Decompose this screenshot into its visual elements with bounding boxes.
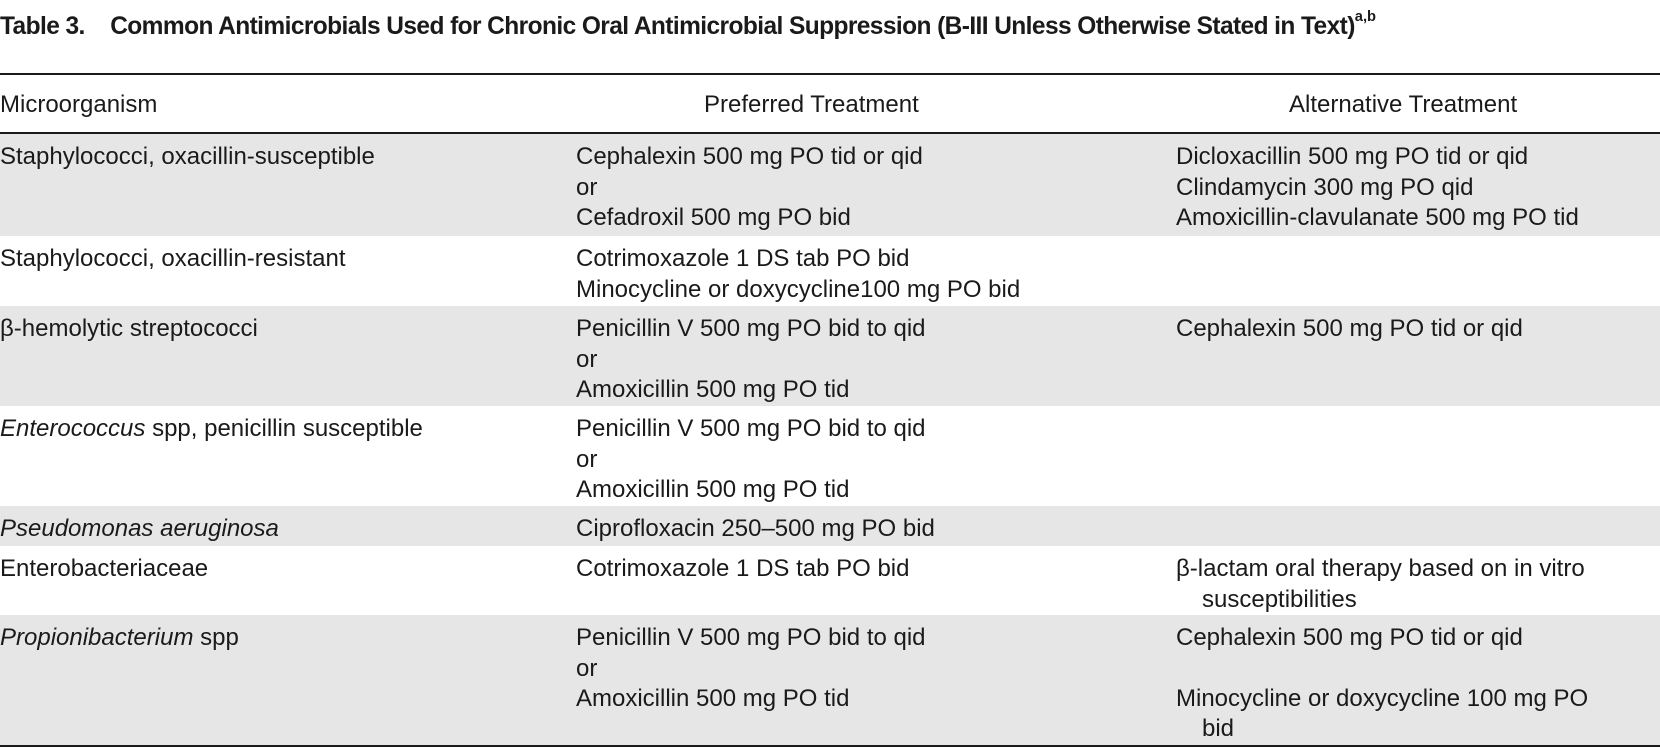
table-title: Common Antimicrobials Used for Chronic O…	[110, 12, 1355, 40]
alternative-treatment-cell	[1176, 506, 1660, 546]
table-row: Propionibacterium spp Penicillin V 500 m…	[0, 615, 1660, 745]
alternative-treatment-cell	[1176, 236, 1660, 306]
preferred-treatment-cell: Penicillin V 500 mg PO bid to qid or Amo…	[576, 306, 1176, 406]
preferred-treatment-cell: Cephalexin 500 mg PO tid or qid or Cefad…	[576, 133, 1176, 236]
table-row: Staphylococci, oxacillin-resistant Cotri…	[0, 236, 1660, 306]
table-row: Pseudomonas aeruginosa Ciprofloxacin 250…	[0, 506, 1660, 546]
alternative-treatment-cell: Dicloxacillin 500 mg PO tid or qid Clind…	[1176, 133, 1660, 236]
header-row: Microorganism Preferred Treatment Altern…	[0, 75, 1660, 134]
alternative-treatment-cell: β-lactam oral therapy based on in vitro …	[1176, 555, 1585, 613]
column-header-alternative-treatment: Alternative Treatment	[1176, 75, 1660, 134]
microorganism-cell: Enterobacteriaceae	[0, 555, 209, 582]
alternative-treatment-cell	[1176, 406, 1660, 506]
preferred-treatment-cell: Ciprofloxacin 250–500 mg PO bid	[576, 506, 1176, 546]
table-row: Enterococcus spp, penicillin susceptible…	[0, 406, 1660, 506]
column-header-preferred-treatment: Preferred Treatment	[576, 75, 1176, 134]
table-caption: Table 3. Common Antimicrobials Used for C…	[0, 8, 1376, 48]
column-header-microorganism: Microorganism	[0, 75, 576, 134]
preferred-treatment-cell: Penicillin V 500 mg PO bid to qid or Amo…	[576, 415, 926, 503]
microorganism-cell: Enterococcus spp, penicillin susceptible	[0, 415, 423, 442]
microorganism-cell: Staphylococci, oxacillin-resistant	[0, 245, 346, 272]
alternative-treatment-cell: Cephalexin 500 mg PO tid or qid	[1176, 306, 1660, 406]
preferred-treatment-cell: Cotrimoxazole 1 DS tab PO bid Minocyclin…	[576, 245, 1021, 303]
microorganism-cell: Pseudomonas aeruginosa	[0, 506, 576, 546]
preferred-treatment-cell: Cotrimoxazole 1 DS tab PO bid	[576, 555, 910, 582]
table-row: Staphylococci, oxacillin-susceptible Cep…	[0, 133, 1660, 236]
table-number: Table 3.	[0, 12, 85, 40]
microorganism-cell: Propionibacterium spp	[0, 615, 576, 745]
alternative-treatment-cell: Cephalexin 500 mg PO tid or qid Minocycl…	[1176, 615, 1660, 745]
table-row: Enterobacteriaceae Cotrimoxazole 1 DS ta…	[0, 546, 1660, 615]
preferred-treatment-cell: Penicillin V 500 mg PO bid to qid or Amo…	[576, 615, 1176, 745]
table-row: β-hemolytic streptococci Penicillin V 50…	[0, 306, 1660, 406]
footnote-marks: a,b	[1354, 8, 1377, 25]
microorganism-cell: Staphylococci, oxacillin-susceptible	[0, 133, 576, 236]
antimicrobial-table: Microorganism Preferred Treatment Altern…	[0, 73, 1660, 747]
microorganism-cell: β-hemolytic streptococci	[0, 306, 576, 406]
